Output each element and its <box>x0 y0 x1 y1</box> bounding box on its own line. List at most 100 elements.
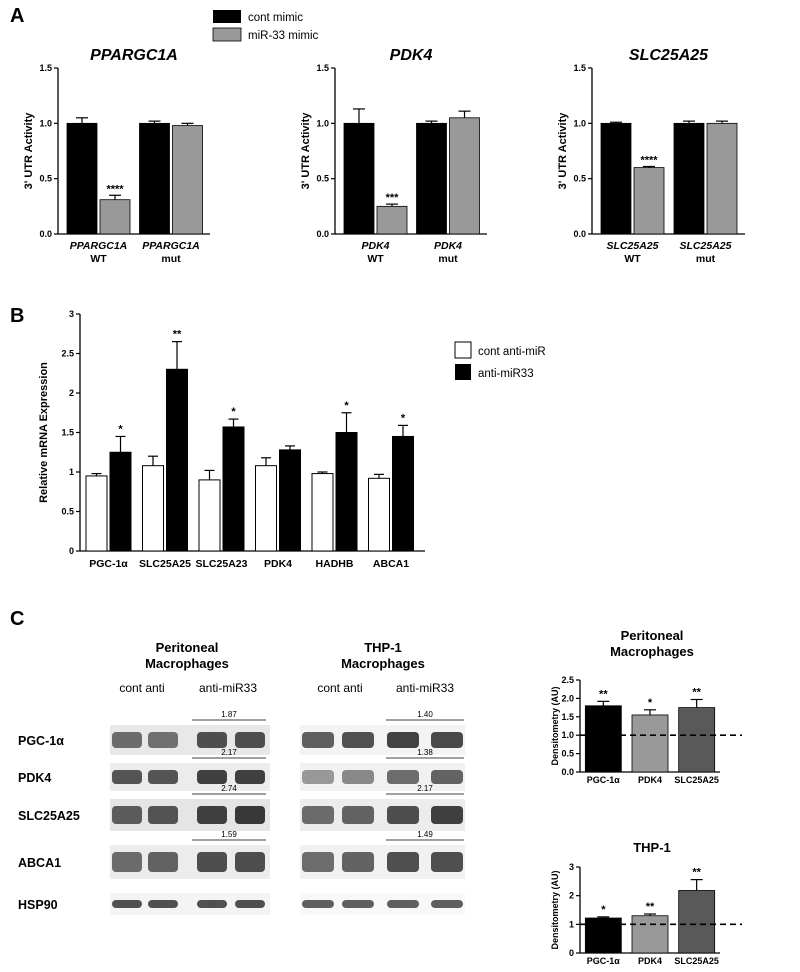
blot-band <box>302 900 334 908</box>
blot-band <box>112 770 142 784</box>
blot-band <box>148 806 178 824</box>
bar-slc25a25 <box>678 890 716 954</box>
blot-band <box>431 806 463 824</box>
category-label: SLC25A25 <box>674 775 719 785</box>
blot-band <box>431 732 463 748</box>
blot-band <box>235 806 265 824</box>
bar-ppargc1a-mut-mir-33-mimic <box>172 125 203 235</box>
category-label: HADHB <box>316 558 354 570</box>
legend-swatch-anti-mir33 <box>455 364 471 380</box>
y-tick-label: 2.5 <box>61 349 74 359</box>
bar-ppargc1a-wt-mir-33-mimic <box>99 199 131 235</box>
bar-slc25a25-mut-cont-mimic <box>673 122 705 235</box>
significance-marker: ** <box>599 688 608 700</box>
blot-row-label-slc25a25: SLC25A25 <box>18 809 80 823</box>
y-tick-label: 1.0 <box>316 118 329 128</box>
category-label-type: WT <box>624 253 641 265</box>
y-tick-label: 1.0 <box>39 118 52 128</box>
bar-hadhb-cont-anti-mir <box>311 473 334 552</box>
category-label: PGC-1α <box>587 775 621 785</box>
legend-label-cont-anti-mir: cont anti-miR <box>478 346 546 358</box>
blot-group-cont-anti-thp1: cont anti <box>317 681 362 695</box>
blot-ratio-peritoneal: 1.87 <box>221 710 237 719</box>
blot-band <box>197 770 227 784</box>
category-label-gene: PPARGC1A <box>142 240 200 252</box>
bar-slc25a25-wt-mir-33-mimic <box>633 167 665 235</box>
blot-title-thp1-line2: Macrophages <box>341 656 425 671</box>
blot-strip-thp1 <box>300 893 465 915</box>
blot-band <box>342 732 374 748</box>
blot-title-peritoneal-line2: Macrophages <box>145 656 229 671</box>
blot-band <box>197 806 227 824</box>
bar-pdk4-mut-cont-mimic <box>416 122 447 235</box>
category-label-type: mut <box>696 253 716 265</box>
y-tick-label: 1.0 <box>561 730 574 740</box>
blot-row-label-pgc-1a: PGC-1α <box>18 734 64 748</box>
bar-pdk4-cont-anti-mir <box>255 465 277 552</box>
significance-marker: ** <box>692 687 701 699</box>
category-label-gene: SLC25A25 <box>680 240 732 252</box>
category-label-gene: PDK4 <box>434 240 462 252</box>
y-tick-label: 0.5 <box>61 507 74 517</box>
bar-ppargc1a-mut-cont-mimic <box>139 122 170 235</box>
blot-band <box>431 770 463 784</box>
bar-pgc-1a <box>584 705 622 773</box>
bar-slc25a25-cont-anti-mir <box>142 465 164 552</box>
y-axis-label: 3' UTR Activity <box>557 112 569 190</box>
legend-label-cont-mimic: cont mimic <box>248 12 303 24</box>
blot-band <box>112 806 142 824</box>
significance-marker: ** <box>173 329 182 341</box>
blot-ratio-thp1: 1.40 <box>417 710 433 719</box>
y-axis-label: 3' UTR Activity <box>300 112 312 190</box>
blot-strip-peritoneal <box>110 893 270 915</box>
bar-abca1-cont-anti-mir <box>368 477 390 552</box>
panel-c-letter: C <box>10 608 24 630</box>
blot-row-label-hsp90: HSP90 <box>18 898 58 912</box>
significance-marker: * <box>344 400 349 412</box>
blot-band <box>387 806 419 824</box>
y-tick-label: 0 <box>69 546 74 556</box>
blot-band <box>342 852 374 872</box>
bar-pgc-1a-cont-anti-mir <box>85 475 108 552</box>
bar-slc25a25-mut-mir-33-mimic <box>706 122 738 235</box>
y-tick-label: 0.0 <box>316 229 329 239</box>
blot-group-anti-mir33-peritoneal: anti-miR33 <box>199 681 257 695</box>
y-tick-label: 1.0 <box>573 118 586 128</box>
category-label: ABCA1 <box>373 558 409 570</box>
blot-band <box>197 900 227 908</box>
category-label: PDK4 <box>638 775 662 785</box>
legend-swatch-cont-anti-mir <box>454 341 472 359</box>
significance-marker: **** <box>640 154 658 166</box>
y-tick-label: 1.5 <box>561 712 574 722</box>
category-label-type: mut <box>161 253 181 265</box>
chart-title: PPARGC1A <box>90 47 178 64</box>
bar-slc25a23-cont-anti-mir <box>198 479 221 552</box>
y-tick-label: 3 <box>569 862 574 872</box>
panel-b-legend: cont anti-miR anti-miR33 <box>454 341 546 380</box>
western-blots: Peritoneal Macrophages THP-1 Macrophages… <box>18 640 465 915</box>
legend-label-anti-mir33: anti-miR33 <box>478 368 534 380</box>
y-tick-label: 0.0 <box>39 229 52 239</box>
bar-abca1-anti-mir33 <box>392 435 414 552</box>
blot-band <box>342 900 374 908</box>
y-tick-label: 0.5 <box>316 174 329 184</box>
blot-band <box>112 732 142 748</box>
blot-band <box>431 852 463 872</box>
blot-band <box>235 770 265 784</box>
legend-swatch-cont-mimic <box>213 10 241 23</box>
category-label-type: mut <box>438 253 458 265</box>
bar-pdk4-anti-mir33 <box>279 449 301 552</box>
bar-hadhb-anti-mir33 <box>335 432 358 552</box>
y-tick-label: 1.5 <box>61 428 74 438</box>
chart-thp1-densitometry: 0 1 2 3 THP-1 Densitometry (AU) * PGC-1α ** PDK4 *… <box>550 840 742 966</box>
bar-pdk4 <box>631 915 669 954</box>
category-label: SLC25A25 <box>674 956 719 966</box>
significance-marker: * <box>118 423 123 435</box>
blot-band <box>112 852 142 872</box>
blot-ratio-peritoneal: 1.59 <box>221 830 237 839</box>
significance-marker: * <box>231 406 236 418</box>
blot-band <box>112 900 142 908</box>
category-label: PDK4 <box>264 558 292 570</box>
